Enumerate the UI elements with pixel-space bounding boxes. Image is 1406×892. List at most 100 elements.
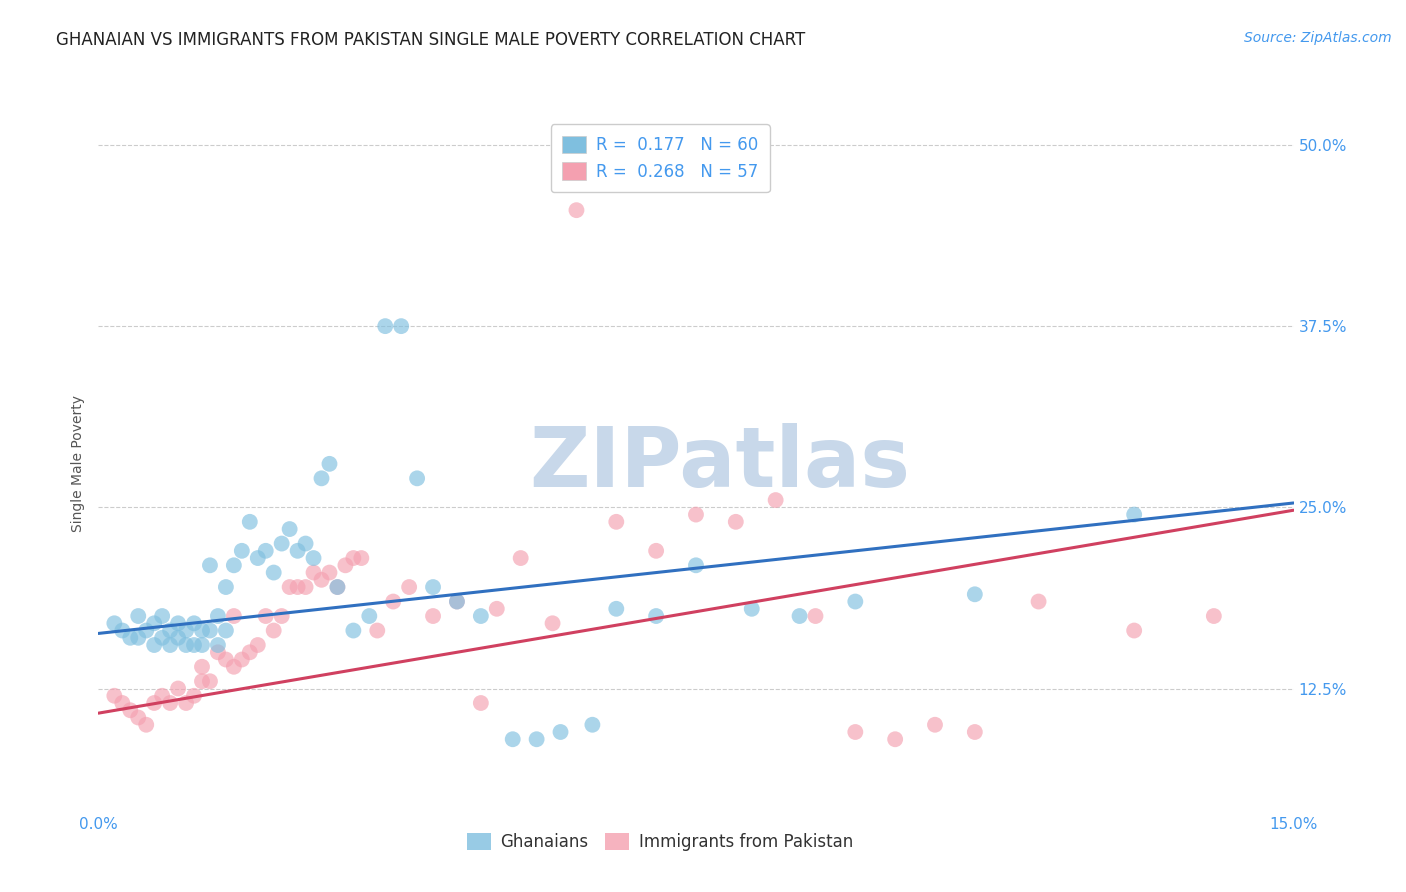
Point <box>366 624 388 638</box>
Point <box>159 696 181 710</box>
Point <box>326 580 349 594</box>
Point <box>804 609 827 624</box>
Point <box>526 732 548 747</box>
Point <box>446 594 468 608</box>
Point <box>111 696 134 710</box>
Point <box>207 609 229 624</box>
Point <box>231 544 253 558</box>
Point <box>127 631 149 645</box>
Point <box>581 717 603 731</box>
Point <box>150 631 173 645</box>
Point <box>685 558 707 573</box>
Point <box>326 580 349 594</box>
Point <box>605 602 627 616</box>
Point <box>509 551 531 566</box>
Point <box>239 645 262 659</box>
Point <box>143 696 166 710</box>
Point <box>485 602 508 616</box>
Point <box>294 536 316 550</box>
Point <box>183 638 205 652</box>
Point <box>765 493 787 508</box>
Point <box>844 594 866 608</box>
Point <box>302 551 325 566</box>
Point <box>198 558 221 573</box>
Point <box>350 551 373 566</box>
Point <box>198 674 221 689</box>
Point <box>789 609 811 624</box>
Point <box>246 638 269 652</box>
Point <box>422 580 444 594</box>
Point <box>270 609 292 624</box>
Point <box>254 544 277 558</box>
Point <box>1123 624 1146 638</box>
Point <box>103 616 125 631</box>
Point <box>1028 594 1050 608</box>
Point <box>239 515 262 529</box>
Point <box>287 544 309 558</box>
Point <box>167 631 190 645</box>
Point <box>342 624 364 638</box>
Point <box>470 696 492 710</box>
Legend: Ghanaians, Immigrants from Pakistan: Ghanaians, Immigrants from Pakistan <box>456 821 865 863</box>
Point <box>246 551 269 566</box>
Point <box>120 703 142 717</box>
Point <box>311 573 333 587</box>
Point <box>231 652 253 666</box>
Point <box>342 551 364 566</box>
Point <box>335 558 357 573</box>
Point <box>191 674 214 689</box>
Point <box>198 624 221 638</box>
Point <box>685 508 707 522</box>
Point <box>215 624 238 638</box>
Point <box>215 652 238 666</box>
Point <box>278 522 301 536</box>
Point <box>127 609 149 624</box>
Point <box>111 624 134 638</box>
Point <box>143 616 166 631</box>
Point <box>222 558 245 573</box>
Point <box>318 566 340 580</box>
Point <box>135 624 157 638</box>
Point <box>924 717 946 731</box>
Point <box>127 710 149 724</box>
Point <box>135 717 157 731</box>
Point <box>844 725 866 739</box>
Point <box>222 660 245 674</box>
Point <box>254 609 277 624</box>
Point <box>191 660 214 674</box>
Point <box>724 515 747 529</box>
Point <box>159 638 181 652</box>
Point <box>422 609 444 624</box>
Point <box>120 631 142 645</box>
Point <box>174 624 197 638</box>
Point <box>302 566 325 580</box>
Point <box>150 609 173 624</box>
Point <box>398 580 420 594</box>
Point <box>103 689 125 703</box>
Text: ZIPatlas: ZIPatlas <box>530 424 910 504</box>
Point <box>565 203 588 218</box>
Point <box>963 587 986 601</box>
Point <box>645 609 668 624</box>
Text: Source: ZipAtlas.com: Source: ZipAtlas.com <box>1244 31 1392 45</box>
Point <box>470 609 492 624</box>
Point <box>741 602 763 616</box>
Point <box>207 645 229 659</box>
Point <box>215 580 238 594</box>
Point <box>1202 609 1225 624</box>
Point <box>311 471 333 485</box>
Point <box>174 696 197 710</box>
Point <box>550 725 572 739</box>
Point <box>270 536 292 550</box>
Point <box>541 616 564 631</box>
Point <box>382 594 405 608</box>
Point <box>183 689 205 703</box>
Point <box>645 544 668 558</box>
Point <box>159 624 181 638</box>
Y-axis label: Single Male Poverty: Single Male Poverty <box>72 395 86 533</box>
Point <box>406 471 429 485</box>
Point <box>389 319 412 334</box>
Point <box>222 609 245 624</box>
Point <box>502 732 524 747</box>
Point <box>191 624 214 638</box>
